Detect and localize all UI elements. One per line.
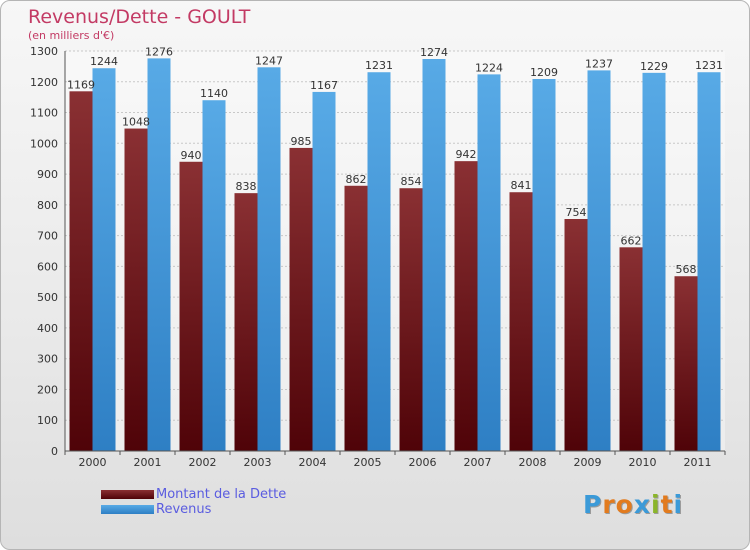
bar-dette (69, 91, 93, 452)
bar-dette (454, 161, 478, 451)
bar-revenus (147, 58, 171, 452)
chart-subtitle: (en milliers d'€) (28, 29, 115, 42)
x-tick-label: 2006 (409, 456, 437, 469)
chart-title: Revenus/Dette - GOULT (28, 6, 251, 28)
bar-revenus (92, 68, 116, 451)
bar-revenus (367, 72, 391, 451)
x-tick-label: 2008 (519, 456, 547, 469)
y-tick-label: 1000 (30, 137, 58, 150)
y-tick-label: 1200 (30, 76, 58, 89)
plot-area (65, 51, 725, 451)
bar-revenus (642, 72, 666, 451)
bar-dette (509, 192, 533, 451)
x-tick-label: 2009 (574, 456, 602, 469)
bar-revenus (587, 70, 611, 451)
data-label-dette: 942 (456, 148, 477, 161)
bar-dette (289, 147, 313, 451)
legend-label-revenus: Revenus (156, 502, 212, 517)
legend-item-dette: Montant de la Dette (101, 487, 286, 502)
y-tick-label: 900 (37, 168, 58, 181)
bar-revenus (532, 79, 556, 451)
data-label-dette: 754 (566, 206, 587, 219)
y-tick-label: 800 (37, 199, 58, 212)
data-label-revenus: 1229 (640, 60, 668, 73)
y-tick-label: 1100 (30, 107, 58, 120)
bar-revenus (477, 74, 501, 451)
data-label-dette: 940 (181, 149, 202, 162)
legend-label-dette: Montant de la Dette (156, 487, 287, 502)
logo-letter: x (633, 490, 651, 519)
data-label-dette: 841 (511, 179, 532, 192)
data-label-revenus: 1247 (255, 54, 283, 67)
data-label-dette: 1048 (122, 116, 150, 129)
data-label-dette: 662 (621, 234, 642, 247)
x-tick-label: 2007 (464, 456, 492, 469)
logo-letter: i (651, 490, 661, 519)
data-label-dette: 854 (401, 175, 422, 188)
x-tick-label: 2005 (354, 456, 382, 469)
y-tick-label: 100 (37, 414, 58, 427)
data-label-revenus: 1209 (530, 66, 558, 79)
data-label-dette: 568 (676, 263, 697, 276)
bar-dette (124, 128, 148, 451)
data-label-revenus: 1140 (200, 87, 228, 100)
data-label-revenus: 1244 (90, 55, 118, 68)
x-tick-label: 2003 (244, 456, 272, 469)
bar-dette (674, 276, 698, 451)
x-tick-label: 2011 (684, 456, 712, 469)
data-label-revenus: 1276 (145, 45, 173, 58)
logo-letter: o (615, 490, 634, 519)
data-label-dette: 1169 (67, 78, 95, 91)
bar-dette (619, 247, 643, 451)
data-label-dette: 862 (346, 173, 367, 186)
y-tick-label: 500 (37, 291, 58, 304)
x-tick-label: 2004 (299, 456, 327, 469)
bar-revenus (697, 72, 721, 451)
data-label-revenus: 1274 (420, 46, 448, 59)
y-tick-label: 1300 (30, 45, 58, 58)
bar-revenus (202, 100, 226, 451)
logo-letter: i (673, 490, 684, 519)
bar-dette (234, 193, 258, 451)
data-label-revenus: 1224 (475, 61, 503, 74)
bar-dette (399, 188, 423, 451)
y-tick-label: 300 (37, 353, 58, 366)
bar-dette (564, 219, 588, 451)
logo-letter: r (602, 490, 616, 519)
bar-revenus (257, 67, 281, 452)
bar-revenus (312, 91, 336, 451)
data-label-dette: 838 (236, 180, 257, 193)
legend-swatch-dette (101, 490, 154, 499)
y-tick-label: 400 (37, 322, 58, 335)
y-tick-label: 200 (37, 383, 58, 396)
legend-item-revenus: Revenus (101, 502, 286, 517)
y-tick-label: 0 (51, 445, 58, 458)
x-tick-label: 2010 (629, 456, 657, 469)
data-label-revenus: 1231 (695, 59, 723, 72)
data-label-dette: 985 (291, 135, 312, 148)
proxiti-logo: Proxiti (583, 490, 683, 519)
data-label-revenus: 1167 (310, 79, 338, 92)
x-tick-label: 2002 (189, 456, 217, 469)
x-tick-label: 2000 (79, 456, 107, 469)
data-label-revenus: 1231 (365, 59, 393, 72)
data-label-revenus: 1237 (585, 57, 613, 70)
legend-swatch-revenus (101, 505, 154, 514)
y-tick-label: 700 (37, 230, 58, 243)
bar-dette (344, 185, 368, 451)
x-tick-label: 2001 (134, 456, 162, 469)
y-tick-label: 600 (37, 260, 58, 273)
logo-letter: t (660, 490, 674, 519)
legend: Montant de la Dette Revenus (101, 487, 286, 517)
bar-dette (179, 161, 203, 451)
logo-letter: P (583, 490, 603, 519)
bar-revenus (422, 59, 446, 451)
